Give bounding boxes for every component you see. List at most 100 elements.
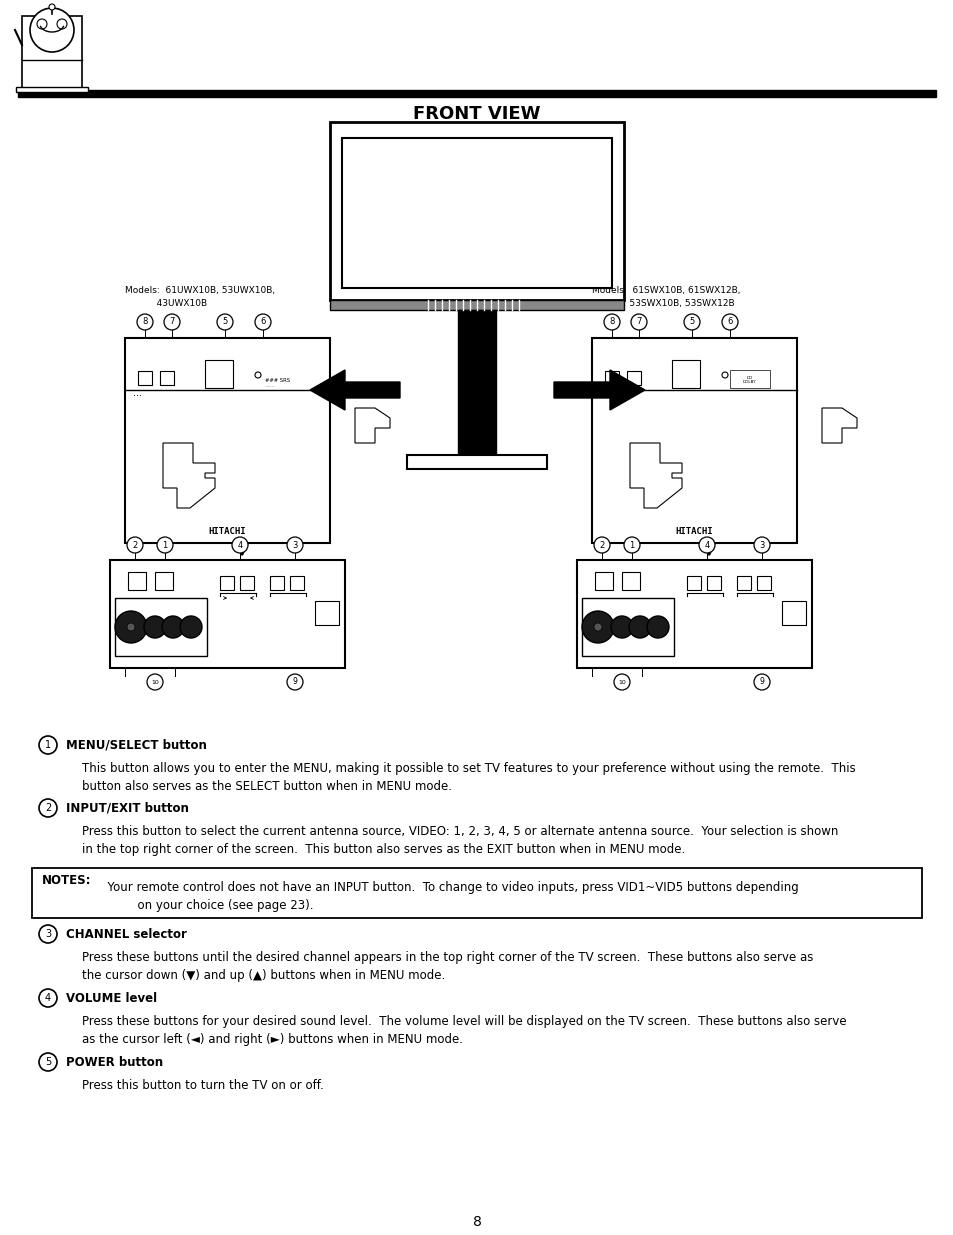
Text: 9: 9	[293, 678, 297, 687]
Circle shape	[39, 1053, 57, 1071]
Circle shape	[39, 989, 57, 1007]
Circle shape	[721, 314, 738, 330]
Text: Your remote control does not have an INPUT button.  To change to video inputs, p: Your remote control does not have an INP…	[100, 881, 798, 911]
Bar	[330, 300, 623, 310]
Bar	[581, 598, 673, 656]
Circle shape	[137, 314, 152, 330]
Text: 3: 3	[292, 541, 297, 550]
Polygon shape	[554, 370, 644, 410]
Circle shape	[37, 19, 47, 28]
Bar	[671, 359, 700, 388]
Bar	[270, 576, 284, 590]
Text: 4: 4	[45, 993, 51, 1003]
Circle shape	[753, 674, 769, 690]
Text: HITACHI: HITACHI	[675, 526, 712, 536]
Bar	[314, 601, 338, 625]
Text: 7: 7	[636, 317, 641, 326]
Bar	[757, 576, 770, 590]
Text: 4: 4	[237, 541, 242, 550]
Text: 2: 2	[598, 541, 604, 550]
Bar	[125, 338, 330, 543]
Text: 5: 5	[689, 317, 694, 326]
Text: Models:  61UWX10B, 53UWX10B,
           43UWX10B: Models: 61UWX10B, 53UWX10B, 43UWX10B	[125, 287, 274, 308]
Text: NOTES:: NOTES:	[42, 874, 91, 888]
Circle shape	[254, 372, 261, 378]
Bar	[18, 90, 935, 98]
Circle shape	[180, 616, 202, 638]
Bar	[781, 601, 805, 625]
Bar	[592, 338, 796, 543]
Circle shape	[287, 674, 303, 690]
Text: This button allows you to enter the MENU, making it possible to set TV features : This button allows you to enter the MENU…	[82, 762, 855, 793]
Circle shape	[630, 314, 646, 330]
Polygon shape	[629, 443, 681, 508]
Bar	[154, 572, 172, 590]
Text: ...: ...	[132, 388, 142, 398]
Bar	[330, 122, 623, 300]
Circle shape	[287, 537, 303, 553]
Bar	[128, 572, 146, 590]
Bar	[626, 370, 640, 385]
Circle shape	[147, 674, 163, 690]
Circle shape	[127, 537, 143, 553]
Text: 5: 5	[45, 1057, 51, 1067]
Bar	[457, 310, 496, 454]
Text: 7: 7	[169, 317, 174, 326]
Text: Press these buttons until the desired channel appears in the top right corner of: Press these buttons until the desired ch…	[82, 951, 813, 982]
Circle shape	[603, 314, 619, 330]
Circle shape	[216, 314, 233, 330]
Bar	[595, 572, 613, 590]
Circle shape	[127, 622, 135, 631]
Circle shape	[623, 537, 639, 553]
Text: 4: 4	[703, 541, 709, 550]
Text: 3: 3	[759, 541, 764, 550]
Text: 2: 2	[132, 541, 137, 550]
Circle shape	[254, 314, 271, 330]
Circle shape	[753, 537, 769, 553]
Text: ...: ...	[599, 388, 608, 398]
Bar	[205, 359, 233, 388]
Text: 8: 8	[142, 317, 148, 326]
Bar	[341, 138, 612, 288]
Circle shape	[162, 616, 184, 638]
Bar	[22, 16, 82, 88]
Text: ........: ........	[265, 384, 274, 388]
Text: 8: 8	[609, 317, 614, 326]
Bar	[160, 370, 173, 385]
Bar	[110, 559, 345, 668]
Text: 5: 5	[222, 317, 228, 326]
Circle shape	[57, 19, 67, 28]
Circle shape	[699, 537, 714, 553]
Text: VOLUME level: VOLUME level	[66, 992, 157, 1004]
Circle shape	[157, 537, 172, 553]
Bar	[604, 370, 618, 385]
Bar	[621, 572, 639, 590]
Text: 9: 9	[759, 678, 763, 687]
Bar	[220, 576, 233, 590]
Circle shape	[232, 537, 248, 553]
Circle shape	[30, 7, 74, 52]
Bar	[138, 370, 152, 385]
Circle shape	[594, 537, 609, 553]
Bar	[706, 576, 720, 590]
Text: Press this button to turn the TV on or off.: Press this button to turn the TV on or o…	[82, 1079, 323, 1092]
Circle shape	[144, 616, 166, 638]
Text: MENU/SELECT button: MENU/SELECT button	[66, 739, 207, 752]
Bar	[686, 576, 700, 590]
Text: CHANNEL selector: CHANNEL selector	[66, 927, 187, 941]
Polygon shape	[310, 370, 399, 410]
Text: Press this button to select the current antenna source, VIDEO: 1, 2, 3, 4, 5 or : Press this button to select the current …	[82, 825, 838, 856]
Text: 1: 1	[629, 541, 634, 550]
Text: 10: 10	[151, 679, 159, 684]
Text: INPUT/EXIT button: INPUT/EXIT button	[66, 802, 189, 815]
Circle shape	[646, 616, 668, 638]
Bar	[729, 370, 769, 388]
Text: HITACHI: HITACHI	[208, 526, 246, 536]
Text: 6: 6	[726, 317, 732, 326]
Bar	[407, 454, 546, 469]
Text: POWER button: POWER button	[66, 1056, 163, 1068]
Text: 3: 3	[45, 929, 51, 939]
Circle shape	[115, 611, 147, 643]
Bar	[16, 86, 88, 91]
Text: 1: 1	[162, 541, 168, 550]
